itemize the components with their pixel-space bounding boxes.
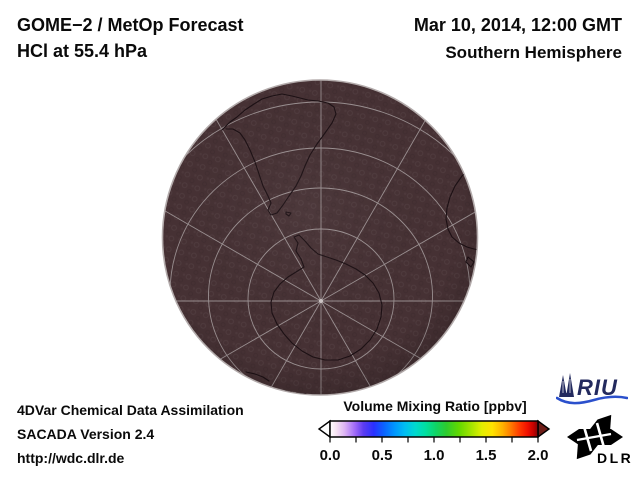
footer-url: http://wdc.dlr.de [17,450,125,466]
colorbar-title: Volume Mixing Ratio [ppbv] [343,398,527,414]
colorbar-scale [317,419,551,443]
plot-title-instrument: GOME−2 / MetOp Forecast [17,15,244,35]
colorbar-over-arrow [537,419,551,439]
colorbar: Volume Mixing Ratio [ppbv] 0.0 0.5 1.0 1… [315,398,555,470]
plot-region: Southern Hemisphere [445,43,622,62]
colorbar-tick-labels: 0.0 0.5 1.0 1.5 2.0 [315,447,555,465]
riu-logo: RIU [556,373,628,405]
colorbar-under-arrow [317,419,331,439]
dlr-logo-text: DLR [597,450,633,466]
footer-assimilation: 4DVar Chemical Data Assimilation [17,402,244,418]
colorbar-ticks [329,437,539,443]
footer-version: SACADA Version 2.4 [17,426,155,442]
dlr-logo: DLR [567,414,633,466]
tick-label: 0.0 [319,447,341,464]
tick-label: 0.5 [371,447,393,464]
plot-title-species: HCl at 55.4 hPa [17,41,148,61]
tick-label: 1.5 [475,447,497,464]
dlr-emblem-icon [567,414,623,460]
tick-label: 2.0 [527,447,549,464]
cathedral-icon [559,373,574,397]
tick-label: 1.0 [423,447,445,464]
plot-datetime: Mar 10, 2014, 12:00 GMT [413,15,622,35]
riu-wave-icon [556,395,628,405]
